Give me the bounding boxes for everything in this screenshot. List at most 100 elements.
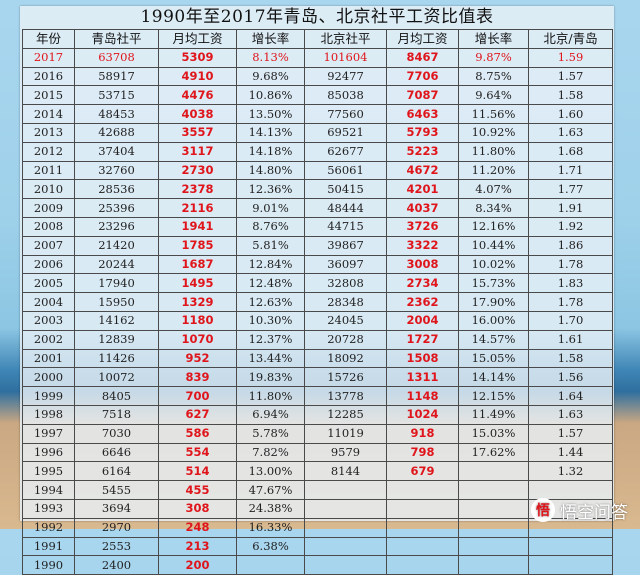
cell-beijing-monthly: 8467 (386, 47, 459, 68)
cell-qingdao-growth: 8.76% (236, 216, 305, 237)
cell-beijing-avg: 8144 (304, 461, 387, 482)
cell-qingdao-avg: 32760 (74, 160, 159, 181)
cell-qingdao-avg: 42688 (74, 122, 159, 143)
cell-qingdao-growth: 24.38% (236, 498, 305, 519)
table-row: 2008 23296 1941 8.76% 44715 3726 12.16% 1.92 (22, 216, 613, 237)
cell-beijing-monthly: 1311 (386, 367, 459, 388)
cell-qingdao-growth: 7.82% (236, 442, 305, 463)
cell-qingdao-avg: 6646 (74, 442, 159, 463)
cell-beijing-monthly: 5793 (386, 122, 459, 143)
table-row: 2005 17940 1495 12.48% 32808 2734 15.73% 1.83 (22, 273, 613, 294)
cell-ratio: 1.86 (528, 235, 613, 256)
cell-ratio: 1.68 (528, 141, 613, 162)
header-qingdao-avg: 青岛社平 (74, 29, 159, 49)
cell-year: 2001 (22, 348, 75, 369)
cell-qingdao-monthly: 1329 (158, 292, 237, 312)
cell-beijing-avg: 12285 (304, 404, 387, 425)
cell-beijing-monthly: 3726 (386, 216, 459, 237)
cell-qingdao-growth: 14.80% (236, 160, 305, 181)
cell-beijing-avg: 13778 (304, 386, 387, 406)
cell-qingdao-monthly: 1180 (158, 310, 237, 331)
table-row: 1999 8405 700 11.80% 13778 1148 12.15% 1.64 (22, 386, 613, 406)
cell-year: 1994 (22, 480, 75, 500)
header-beijing-monthly: 月均工资 (386, 29, 459, 49)
cell-beijing-avg: 39867 (304, 235, 387, 256)
table-row: 2017 63708 5309 8.13% 101604 8467 9.87% 1.59 (22, 47, 613, 68)
cell-year: 1998 (22, 404, 75, 425)
cell-qingdao-monthly: 554 (158, 442, 237, 463)
cell-beijing-avg: 48444 (304, 198, 387, 218)
cell-ratio: 1.57 (528, 423, 613, 444)
cell-beijing-monthly: 798 (386, 442, 459, 463)
cell-beijing-growth: 10.02% (458, 254, 529, 275)
cell-qingdao-growth: 6.94% (236, 404, 305, 425)
cell-ratio: 1.56 (528, 367, 613, 388)
cell-qingdao-monthly: 1941 (158, 216, 237, 237)
cell-beijing-monthly: 7087 (386, 85, 459, 106)
cell-qingdao-growth: 12.84% (236, 254, 305, 275)
cell-beijing-avg: 28348 (304, 292, 387, 312)
cell-beijing-growth: 11.20% (458, 160, 529, 181)
table-row: 1998 7518 627 6.94% 12285 1024 11.49% 1.63 (22, 404, 613, 425)
cell-ratio (528, 555, 613, 575)
cell-beijing-avg: 11019 (304, 423, 387, 444)
cell-beijing-growth: 10.44% (458, 235, 529, 256)
table-row: 2002 12839 1070 12.37% 20728 1727 14.57% 1.61 (22, 329, 613, 350)
cell-beijing-monthly: 3322 (386, 235, 459, 256)
cell-ratio: 1.32 (528, 461, 613, 482)
cell-qingdao-monthly: 213 (158, 536, 237, 557)
cell-beijing-growth: 17.90% (458, 292, 529, 312)
cell-beijing-growth (458, 498, 529, 519)
cell-beijing-avg: 36097 (304, 254, 387, 275)
cell-beijing-monthly: 1508 (386, 348, 459, 369)
cell-qingdao-growth: 10.86% (236, 85, 305, 106)
cell-qingdao-growth: 10.30% (236, 310, 305, 331)
table-row: 1996 6646 554 7.82% 9579 798 17.62% 1.44 (22, 442, 613, 463)
cell-beijing-avg (304, 480, 387, 500)
header-qingdao-growth: 增长率 (236, 29, 305, 49)
cell-qingdao-avg: 12839 (74, 329, 159, 350)
cell-qingdao-avg: 48453 (74, 104, 159, 124)
cell-beijing-avg: 69521 (304, 122, 387, 143)
table-row: 1997 7030 586 5.78% 11019 918 15.03% 1.57 (22, 423, 613, 444)
cell-ratio: 1.78 (528, 254, 613, 275)
cell-ratio: 1.59 (528, 47, 613, 68)
cell-beijing-avg: 101604 (304, 47, 387, 68)
wukong-answer-logo-icon: 悟 (531, 498, 555, 522)
salary-comparison-sheet: 1990年至2017年青岛、北京社平工资比值表 年份 青岛社平 月均工资 增长率… (20, 6, 614, 575)
cell-qingdao-growth: 5.78% (236, 423, 305, 444)
cell-ratio (528, 536, 613, 557)
table-row: 2001 11426 952 13.44% 18092 1508 15.05% 1.58 (22, 348, 613, 369)
cell-beijing-growth: 4.07% (458, 179, 529, 200)
cell-year: 1996 (22, 442, 75, 463)
cell-year: 1991 (22, 536, 75, 557)
table-row: 2004 15950 1329 12.63% 28348 2362 17.90% 1.78 (22, 292, 613, 312)
cell-qingdao-growth: 12.37% (236, 329, 305, 350)
cell-year: 2008 (22, 216, 75, 237)
cell-beijing-avg: 18092 (304, 348, 387, 369)
cell-beijing-growth (458, 536, 529, 557)
cell-qingdao-growth: 5.81% (236, 235, 305, 256)
cell-qingdao-growth (236, 555, 305, 575)
cell-qingdao-growth: 14.13% (236, 122, 305, 143)
cell-qingdao-monthly: 200 (158, 555, 237, 575)
cell-beijing-growth: 9.87% (458, 47, 529, 68)
cell-beijing-monthly (386, 555, 459, 575)
header-beijing-avg: 北京社平 (304, 29, 387, 49)
cell-qingdao-growth: 9.68% (236, 66, 305, 87)
cell-beijing-growth: 12.16% (458, 216, 529, 237)
cell-year: 1993 (22, 498, 75, 519)
table-row: 1992 2970 248 16.33% (22, 517, 613, 538)
salary-table: 年份 青岛社平 月均工资 增长率 北京社平 月均工资 增长率 北京/青岛 201… (22, 29, 613, 575)
cell-ratio: 1.91 (528, 198, 613, 218)
cell-ratio: 1.70 (528, 310, 613, 331)
cell-beijing-monthly: 6463 (386, 104, 459, 124)
cell-beijing-growth: 17.62% (458, 442, 529, 463)
cell-beijing-monthly (386, 480, 459, 500)
cell-qingdao-monthly: 2730 (158, 160, 237, 181)
table-row: 1995 6164 514 13.00% 8144 679 1.32 (22, 461, 613, 482)
cell-year: 2011 (22, 160, 75, 181)
cell-qingdao-avg: 10072 (74, 367, 159, 388)
watermark: 悟 悟空问答 (531, 497, 628, 523)
cell-beijing-growth: 16.00% (458, 310, 529, 331)
